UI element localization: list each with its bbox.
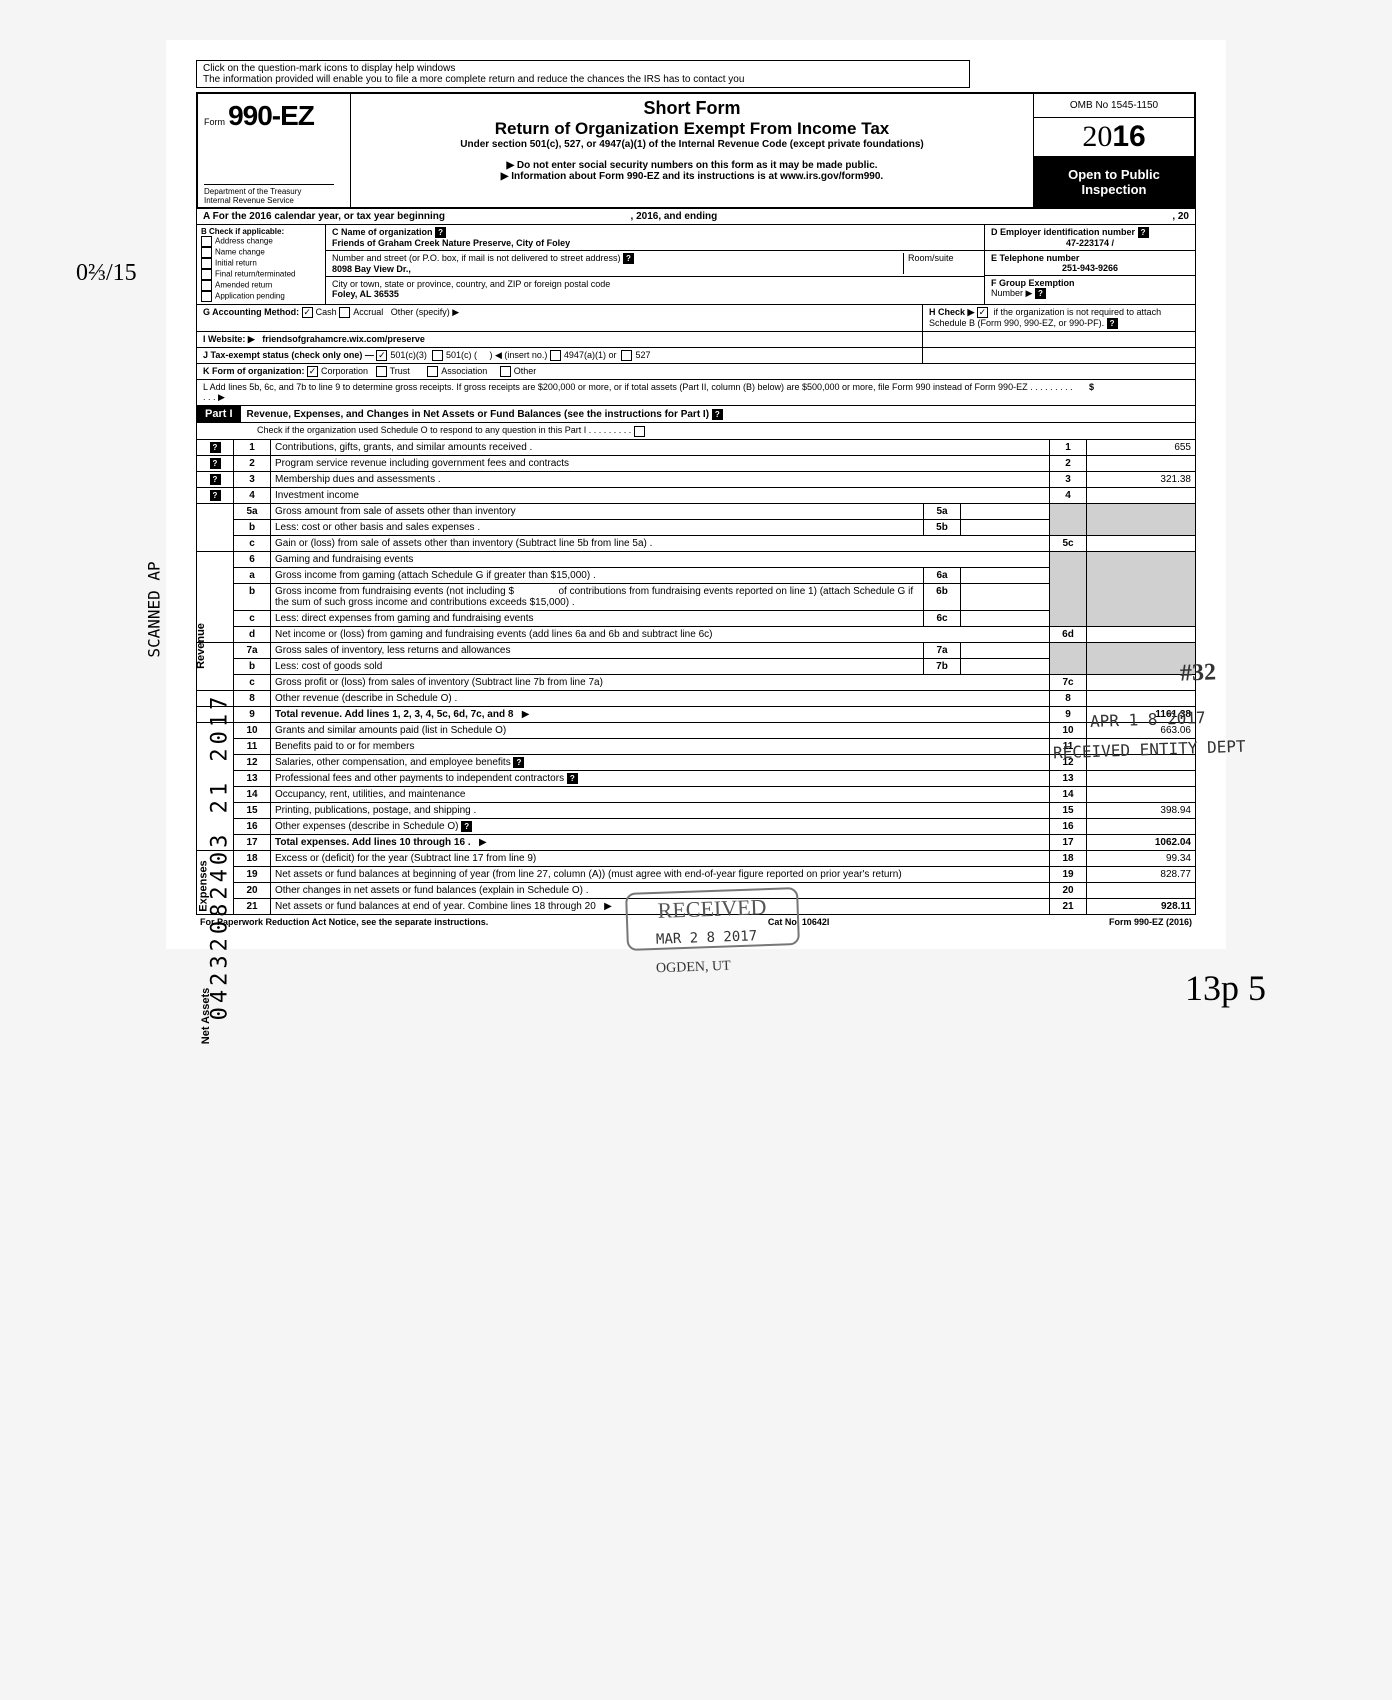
room-suite: Room/suite — [903, 253, 978, 274]
chk-527[interactable] — [621, 350, 632, 361]
scanned-stamp: SCANNED AP — [145, 561, 164, 657]
handwritten-left: 0⅔/15 — [76, 260, 137, 287]
handwritten-br: 13p 5 — [1185, 967, 1266, 1009]
footer-left: For Paperwork Reduction Act Notice, see … — [200, 917, 488, 927]
col-def: D Employer identification number ? 47-22… — [985, 225, 1195, 304]
chk-trust[interactable] — [376, 366, 387, 377]
title-under: Under section 501(c), 527, or 4947(a)(1)… — [355, 139, 1029, 150]
dln-stamp: 04232082403 21 2017 — [207, 692, 232, 1020]
chk-initial[interactable] — [201, 258, 212, 269]
stamp-32: #32 — [1180, 659, 1217, 687]
department: Department of the Treasury Internal Reve… — [204, 184, 334, 205]
ein: 47-223174 / — [1066, 238, 1114, 248]
lines-table: ?1Contributions, gifts, grants, and simi… — [196, 440, 1196, 915]
org-name: Friends of Graham Creek Nature Preserve,… — [332, 238, 570, 248]
chk-4947[interactable] — [550, 350, 561, 361]
help-icon[interactable]: ? — [1138, 227, 1149, 238]
header-right: OMB No 1545-1150 2016 Open to Public Ins… — [1034, 94, 1194, 207]
part-1-title: Revenue, Expenses, and Changes in Net As… — [241, 407, 1195, 422]
help-icon[interactable]: ? — [623, 253, 634, 264]
part-1-check: Check if the organization used Schedule … — [196, 423, 1196, 439]
form-990ez: 990-EZ — [228, 100, 314, 131]
help-icon[interactable]: ? — [435, 227, 446, 238]
stamp-apr: APR 1 8 2017 — [1090, 708, 1206, 731]
stamp-ogden: OGDEN, UT — [656, 959, 731, 978]
header-title: Short Form Return of Organization Exempt… — [351, 94, 1034, 207]
line-a: A For the 2016 calendar year, or tax yea… — [196, 209, 1196, 225]
info-grid: B Check if applicable: Address change Na… — [196, 225, 1196, 305]
street: 8098 Bay View Dr., — [332, 264, 411, 274]
top-note-line1: Click on the question-mark icons to disp… — [203, 63, 963, 74]
side-revenue: Revenue — [195, 623, 207, 669]
chk-pending[interactable] — [201, 291, 212, 302]
chk-501c[interactable] — [432, 350, 443, 361]
omb-number: OMB No 1545-1150 — [1034, 94, 1194, 118]
chk-corp[interactable] — [307, 366, 318, 377]
help-icon[interactable]: ? — [712, 409, 723, 420]
city-state-zip: Foley, AL 36535 — [332, 289, 399, 299]
form-page: Click on the question-mark icons to disp… — [166, 40, 1226, 949]
row-l: L Add lines 5b, 6c, and 7b to line 9 to … — [196, 380, 1196, 406]
footer-right: Form 990-EZ (2016) — [1109, 917, 1192, 927]
chk-501c3[interactable] — [376, 350, 387, 361]
arrow-line-1: ▶ Do not enter social security numbers o… — [355, 160, 1029, 171]
col-c: C Name of organization ? Friends of Grah… — [326, 225, 985, 304]
row-i: I Website: ▶ friendsofgrahamcre.wix.com/… — [196, 332, 1196, 348]
col-b: B Check if applicable: Address change Na… — [197, 225, 326, 304]
chk-address[interactable] — [201, 236, 212, 247]
form-word: Form — [204, 117, 225, 127]
part-1-header: Part I Revenue, Expenses, and Changes in… — [196, 406, 1196, 423]
help-icon[interactable]: ? — [1107, 318, 1118, 329]
part-1-label: Part I — [197, 406, 241, 422]
chk-amended[interactable] — [201, 280, 212, 291]
website: friendsofgrahamcre.wix.com/preserve — [262, 334, 425, 344]
open-public: Open to Public Inspection — [1034, 157, 1194, 207]
chk-h[interactable] — [977, 307, 988, 318]
chk-cash[interactable] — [302, 307, 313, 318]
title-short: Short Form — [355, 98, 1029, 119]
header-form-number: Form 990-EZ Department of the Treasury I… — [198, 94, 351, 207]
chk-assoc[interactable] — [427, 366, 438, 377]
chk-name[interactable] — [201, 247, 212, 258]
chk-accrual[interactable] — [339, 307, 350, 318]
header: Form 990-EZ Department of the Treasury I… — [196, 92, 1196, 209]
top-note: Click on the question-mark icons to disp… — [196, 60, 970, 88]
chk-schedule-o[interactable] — [634, 426, 645, 437]
row-j: J Tax-exempt status (check only one) — 5… — [196, 348, 1196, 364]
row-k: K Form of organization: Corporation Trus… — [196, 364, 1196, 380]
chk-other[interactable] — [500, 366, 511, 377]
help-icon[interactable]: ? — [1035, 288, 1046, 299]
chk-final[interactable] — [201, 269, 212, 280]
year: 2016 — [1034, 118, 1194, 157]
top-note-line2: The information provided will enable you… — [203, 74, 963, 85]
title-return: Return of Organization Exempt From Incom… — [355, 119, 1029, 139]
arrow-line-2: ▶ Information about Form 990-EZ and its … — [355, 171, 1029, 182]
phone: 251-943-9266 — [1062, 263, 1118, 273]
row-g-h: G Accounting Method: Cash Accrual Other … — [196, 305, 1196, 332]
